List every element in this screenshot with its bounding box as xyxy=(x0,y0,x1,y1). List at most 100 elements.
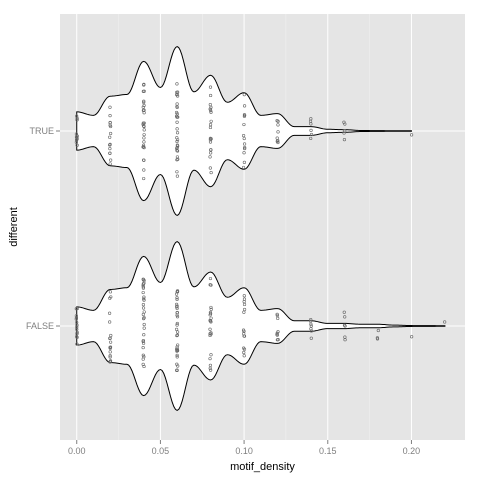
jitter-points xyxy=(74,82,447,373)
data-point xyxy=(242,113,247,117)
data-point xyxy=(174,327,179,331)
data-point xyxy=(309,336,313,340)
data-point xyxy=(276,123,280,127)
data-point xyxy=(208,276,213,281)
data-point xyxy=(276,330,280,334)
data-point xyxy=(141,317,146,321)
data-point xyxy=(141,341,146,345)
data-point xyxy=(175,120,179,124)
data-point xyxy=(75,327,79,331)
data-point xyxy=(141,89,145,93)
data-point xyxy=(209,305,213,310)
data-point xyxy=(175,368,179,372)
data-point xyxy=(108,296,112,300)
data-point xyxy=(242,307,247,312)
data-point xyxy=(208,155,212,159)
data-point xyxy=(343,338,347,342)
data-point xyxy=(376,328,380,333)
data-point xyxy=(141,290,145,295)
data-point xyxy=(342,138,347,142)
data-point xyxy=(108,350,112,354)
data-point xyxy=(175,148,179,153)
data-point xyxy=(208,85,213,89)
data-point xyxy=(208,363,212,367)
data-point xyxy=(175,313,179,317)
data-point xyxy=(342,131,346,135)
data-point xyxy=(108,360,112,364)
data-point xyxy=(175,136,179,140)
data-point xyxy=(209,108,213,113)
data-point xyxy=(175,127,179,131)
data-point xyxy=(74,138,79,142)
data-point xyxy=(142,128,146,132)
data-point xyxy=(142,333,146,337)
data-point xyxy=(141,282,145,286)
data-point xyxy=(109,124,113,129)
data-point xyxy=(142,326,146,330)
data-point xyxy=(142,103,146,108)
data-point xyxy=(410,335,414,339)
data-point xyxy=(141,283,145,288)
data-point xyxy=(175,315,180,319)
data-point xyxy=(275,313,279,318)
data-point xyxy=(142,136,146,140)
x-axis-title: motif_density xyxy=(230,461,295,473)
data-point xyxy=(275,331,279,335)
data-point xyxy=(74,307,78,311)
data-point xyxy=(275,338,279,342)
data-point xyxy=(342,323,347,327)
data-point xyxy=(242,334,247,338)
data-point xyxy=(175,306,179,310)
data-point xyxy=(142,295,146,299)
data-point xyxy=(275,136,279,140)
data-point xyxy=(209,307,213,311)
data-point xyxy=(276,316,280,320)
data-point xyxy=(142,146,146,150)
data-point xyxy=(175,102,179,106)
data-point xyxy=(175,155,179,159)
x-tick-label: 0.00 xyxy=(68,446,86,456)
data-point xyxy=(276,119,280,124)
x-tick-label: 0.10 xyxy=(235,446,253,456)
data-point xyxy=(175,302,179,307)
data-point xyxy=(208,319,213,323)
data-point xyxy=(208,310,213,315)
data-point xyxy=(275,333,279,337)
data-point xyxy=(309,117,313,121)
data-point xyxy=(176,330,180,334)
data-point xyxy=(375,337,380,341)
data-point xyxy=(141,121,145,125)
data-point xyxy=(108,354,112,358)
data-point xyxy=(109,131,113,136)
data-point xyxy=(108,135,112,139)
data-point xyxy=(175,131,180,135)
data-point xyxy=(208,140,213,144)
x-tick-label: 0.15 xyxy=(319,446,337,456)
data-point xyxy=(175,297,179,301)
data-point xyxy=(309,322,313,326)
data-point xyxy=(109,333,113,338)
data-point xyxy=(242,122,246,127)
data-point xyxy=(175,139,179,144)
data-point xyxy=(75,323,79,327)
data-point xyxy=(75,335,79,339)
data-point xyxy=(108,114,112,118)
y-axis: TRUE FALSE xyxy=(26,126,60,331)
data-point xyxy=(174,292,179,296)
data-point xyxy=(309,324,313,328)
data-point xyxy=(75,342,79,346)
data-point xyxy=(243,146,247,151)
data-point xyxy=(208,327,212,331)
data-point xyxy=(141,339,145,344)
data-point xyxy=(209,119,213,123)
x-tick-label: 0.20 xyxy=(403,446,421,456)
data-point xyxy=(142,111,146,115)
data-point xyxy=(142,355,146,359)
x-axis: 0.00 0.05 0.10 0.15 0.20 xyxy=(68,440,420,456)
data-point xyxy=(108,143,112,147)
data-point xyxy=(309,329,314,333)
data-point xyxy=(108,162,112,166)
data-point xyxy=(241,133,246,138)
data-point xyxy=(242,136,246,141)
